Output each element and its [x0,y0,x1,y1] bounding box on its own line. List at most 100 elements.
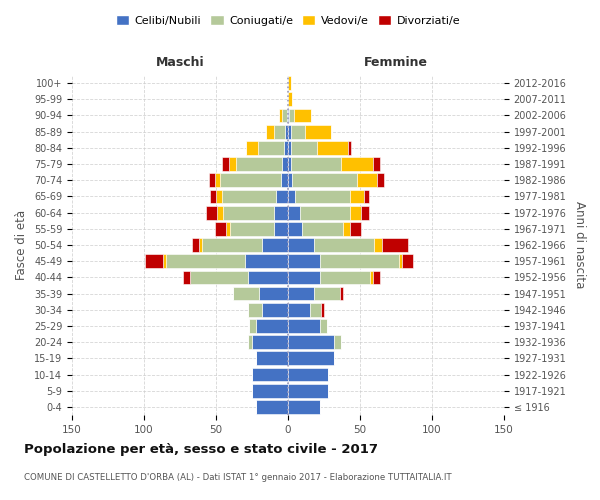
Bar [226,222,230,235]
Bar [252,368,288,382]
Bar [288,254,320,268]
Bar [334,336,341,349]
Bar [256,319,288,333]
Bar [236,157,282,171]
Bar [288,222,302,235]
Text: Femmine: Femmine [364,56,428,68]
Bar [209,174,215,187]
Bar [287,76,288,90]
Bar [248,270,288,284]
Bar [289,108,294,122]
Bar [259,286,288,300]
Bar [287,92,288,106]
Bar [294,108,311,122]
Bar [190,270,248,284]
Bar [399,254,402,268]
Bar [314,286,340,300]
Bar [317,141,349,154]
Legend: Celibi/Nubili, Coniugati/e, Vedovi/e, Divorziati/e: Celibi/Nubili, Coniugati/e, Vedovi/e, Di… [112,10,464,30]
Text: Popolazione per età, sesso e stato civile - 2017: Popolazione per età, sesso e stato civil… [24,442,378,456]
Bar [292,174,357,187]
Bar [202,238,262,252]
Bar [364,190,368,203]
Bar [258,141,284,154]
Bar [341,157,373,171]
Bar [248,336,252,349]
Bar [320,270,370,284]
Bar [266,125,274,138]
Bar [222,190,277,203]
Bar [373,157,380,171]
Bar [314,238,374,252]
Bar [248,303,262,316]
Bar [223,206,274,220]
Bar [288,190,295,203]
Bar [370,270,373,284]
Bar [277,190,288,203]
Bar [350,222,361,235]
Bar [288,206,299,220]
Bar [183,270,190,284]
Bar [215,222,226,235]
Bar [210,190,216,203]
Text: COMUNE DI CASTELLETTO D'ORBA (AL) - Dati ISTAT 1° gennaio 2017 - Elaborazione TU: COMUNE DI CASTELLETTO D'ORBA (AL) - Dati… [24,472,452,482]
Bar [252,336,288,349]
Bar [274,125,285,138]
Bar [262,303,288,316]
Bar [274,222,288,235]
Bar [288,92,292,106]
Bar [256,400,288,414]
Bar [282,157,288,171]
Bar [252,384,288,398]
Bar [220,174,281,187]
Bar [206,206,217,220]
Bar [282,108,287,122]
Bar [288,141,291,154]
Bar [245,254,288,268]
Bar [299,206,350,220]
Bar [320,254,399,268]
Bar [288,352,334,365]
Bar [216,190,222,203]
Y-axis label: Anni di nascita: Anni di nascita [573,202,586,288]
Bar [284,141,288,154]
Bar [288,368,328,382]
Bar [343,222,350,235]
Bar [349,141,352,154]
Bar [163,254,166,268]
Bar [320,319,327,333]
Bar [288,384,328,398]
Bar [291,141,317,154]
Bar [199,238,202,252]
Bar [350,190,364,203]
Bar [302,222,343,235]
Bar [166,254,245,268]
Bar [382,238,407,252]
Bar [305,125,331,138]
Bar [217,206,223,220]
Bar [288,238,314,252]
Text: Maschi: Maschi [155,56,205,68]
Bar [285,125,288,138]
Bar [402,254,413,268]
Bar [288,400,320,414]
Bar [274,206,288,220]
Bar [373,270,380,284]
Bar [295,190,350,203]
Bar [222,157,229,171]
Y-axis label: Fasce di età: Fasce di età [16,210,28,280]
Bar [256,352,288,365]
Bar [191,238,199,252]
Bar [350,206,361,220]
Bar [291,157,341,171]
Bar [377,174,385,187]
Bar [215,174,220,187]
Bar [145,254,163,268]
Bar [280,108,282,122]
Bar [230,222,274,235]
Bar [361,206,368,220]
Bar [288,286,314,300]
Bar [357,174,377,187]
Bar [229,157,236,171]
Bar [288,108,289,122]
